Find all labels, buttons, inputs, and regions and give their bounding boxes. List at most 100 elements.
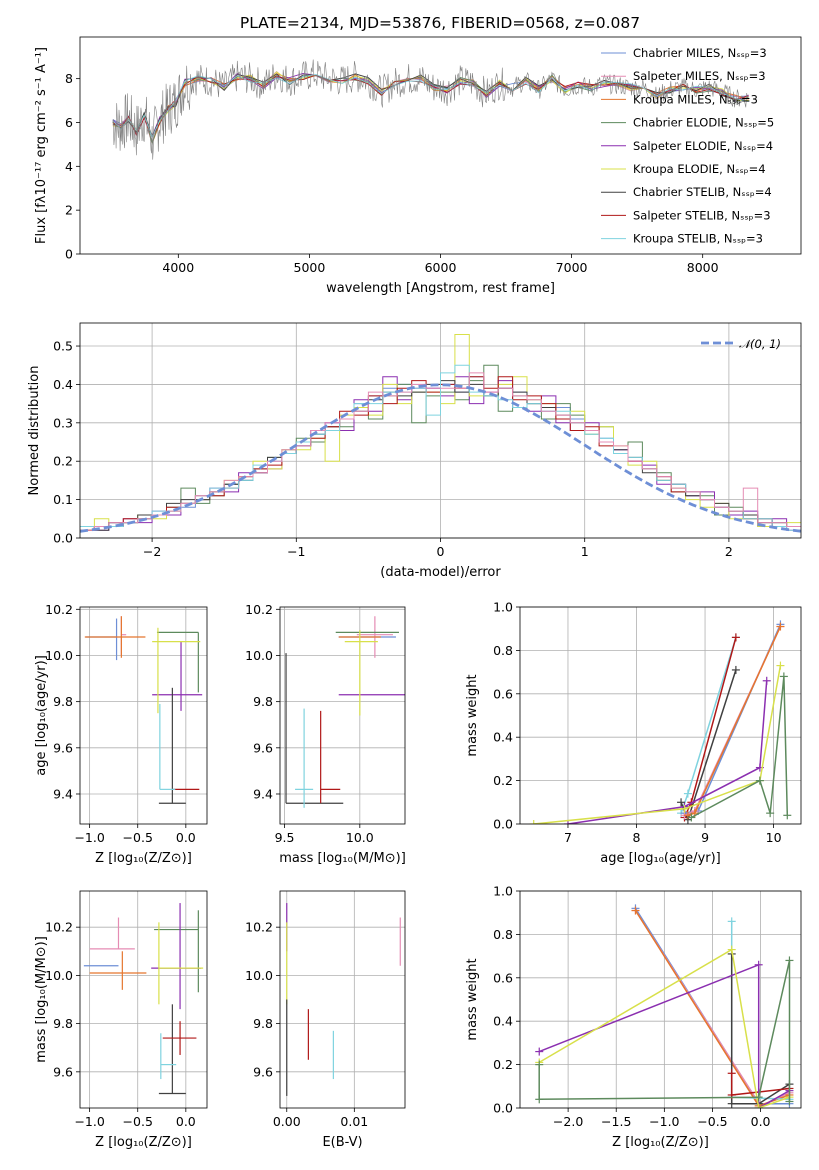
axes-frame: [279, 890, 406, 1109]
plot-area-residuals: [80, 334, 801, 533]
legend-label: Salpeter ELODIE, Nₛₛₚ=4: [633, 139, 773, 153]
plus-marker: [776, 622, 785, 631]
tick-label-y: 0.2: [53, 454, 73, 469]
tick-label-x: 8000: [687, 260, 719, 275]
errorbar-point: [84, 616, 146, 658]
tick-label-y: 0.0: [53, 531, 73, 546]
tick-label-y: 9.8: [53, 694, 73, 709]
panel-age_vs_mass: 9.5 10.0 9.4 9.6 9.8 10.0 10.2 mass [log₁₀(M/M⊙…: [245, 602, 406, 866]
plus-marker: [727, 1069, 736, 1078]
y-axis-label: mass [log₁₀(M/M⊙)]: [34, 936, 49, 1063]
tick-label-y: 0.6: [493, 970, 513, 985]
tick-label-x: −0.5: [123, 830, 153, 845]
tick-label-y: 2: [65, 203, 73, 218]
figure-title: PLATE=2134, MJD=53876, FIBERID=0568, z=0…: [240, 14, 640, 32]
plus-marker: [535, 1095, 544, 1104]
tick-label-y: 0.2: [493, 1057, 513, 1072]
y-axis-label: age [log₁₀(age/yr)]: [34, 655, 49, 776]
tick-label-y: 0.4: [493, 1014, 513, 1029]
tick-label-y: 0.6: [493, 686, 513, 701]
panel-mass_vs_ebv: 0.00 0.01 9.6 9.8 10.0 10.2 E(B-V): [245, 890, 406, 1150]
data-line: [112, 59, 748, 160]
plus-marker: [754, 960, 763, 969]
x-axis-label: Z [log₁₀(Z/Z⊙)]: [95, 851, 192, 866]
tick-label-x: 4000: [162, 260, 194, 275]
errorbar-point: [158, 922, 204, 1005]
plus-marker: [785, 956, 794, 965]
plot-area-age_vs_Z: [84, 616, 203, 804]
tick-label-y: 9.4: [253, 786, 273, 801]
tick-label-y: 10.2: [245, 602, 273, 617]
tick-label-x: 2: [725, 544, 733, 559]
plot-area-age_vs_mass: [285, 616, 405, 808]
tick-label-y: 0.0: [493, 1101, 513, 1116]
plus-marker: [535, 1060, 544, 1069]
panel-spectrum: Chabrier MILES, Nₛₛₚ=3 Salpeter MILES, Nₛ…: [34, 36, 802, 296]
plus-marker: [680, 804, 689, 813]
tick-label-y: 1.0: [493, 600, 513, 615]
tick-label-y: 0.2: [493, 773, 513, 788]
tick-label-y: 10.2: [45, 602, 73, 617]
tick-label-x: −1.5: [601, 1114, 631, 1129]
legend: Chabrier MILES, Nₛₛₚ=3 Salpeter MILES, Nₛ…: [601, 46, 774, 246]
tick-label-y: 0.8: [493, 643, 513, 658]
tick-label-y: 10.0: [45, 968, 73, 983]
histogram-series: [80, 364, 801, 531]
plot-area-mass_vs_ebv: [286, 903, 401, 1096]
errorbar-point: [160, 1033, 177, 1080]
errorbar-point: [152, 627, 201, 714]
axes-frame: [79, 890, 208, 1109]
tick-label-y: 1.0: [493, 884, 513, 899]
tick-label-y: 0.0: [493, 817, 513, 832]
errorbar-point: [154, 910, 199, 993]
tick-label-y: 0.4: [493, 730, 513, 745]
tick-label-y: 10.2: [245, 920, 273, 935]
tick-label-x: 6000: [425, 260, 457, 275]
errorbar-point: [156, 631, 199, 693]
tick-label-y: 10.0: [245, 968, 273, 983]
tick-label-x: −0.5: [123, 1114, 153, 1129]
axes-frame: [519, 606, 802, 825]
mass-weight-line: [730, 953, 790, 1105]
legend-label: Kroupa STELIB, Nₛₛₚ=3: [633, 232, 763, 246]
legend-label: Salpeter MILES, Nₛₛₚ=3: [633, 69, 766, 83]
legend-label: Salpeter STELIB, Nₛₛₚ=3: [633, 208, 771, 222]
tick-label-x: 9.5: [275, 830, 295, 845]
gaussian-curve: [80, 383, 801, 533]
y-axis-label: Normed distribution: [27, 366, 42, 496]
plus-marker: [766, 809, 775, 818]
plus-marker: [631, 906, 640, 915]
mass-weight-line: [683, 637, 737, 818]
tick-label-y: 8: [65, 71, 73, 86]
legend-label: Kroupa ELODIE, Nₛₛₚ=4: [633, 162, 766, 176]
tick-label-y: 0.8: [493, 927, 513, 942]
plus-marker: [762, 676, 771, 685]
plot-area-massweight_vs_age: [529, 620, 792, 824]
tick-label-x: 0: [437, 544, 445, 559]
legend-label: Kroupa MILES, Nₛₛₚ=3: [633, 92, 758, 106]
errorbar-point: [159, 703, 176, 790]
tick-label-y: 0.4: [53, 377, 73, 392]
axes-frame: [519, 890, 802, 1109]
tick-label-y: 4: [65, 159, 73, 174]
plus-marker: [529, 820, 538, 824]
panel-residuals: 𝒩(0, 1) −2 −1 0 1 2 0.0 0.1 0.2 0.3 0.4 0.5 (data-mo…: [27, 322, 802, 580]
x-axis-label: wavelength [Angstrom, rest frame]: [326, 281, 555, 296]
plot-area-spectrum: [112, 59, 749, 160]
errorbar-point: [89, 917, 135, 950]
plot-area-mass_vs_Z: [83, 903, 204, 1095]
plus-marker: [563, 820, 572, 824]
tick-label-y: 9.6: [53, 1064, 73, 1079]
y-axis-label: mass weight: [465, 958, 480, 1040]
mass-weight-line: [533, 665, 782, 824]
tick-label-x: 0.00: [273, 1114, 301, 1129]
plus-marker: [755, 776, 764, 785]
tick-label-x: 7: [564, 830, 572, 845]
plus-marker: [727, 1099, 736, 1108]
tick-label-y: 0.5: [53, 339, 73, 354]
plus-marker: [785, 1097, 794, 1106]
x-axis-label: age [log₁₀(age/yr)]: [600, 851, 721, 866]
y-axis-label: mass weight: [465, 674, 480, 756]
x-axis-label: (data-model)/error: [380, 565, 501, 580]
